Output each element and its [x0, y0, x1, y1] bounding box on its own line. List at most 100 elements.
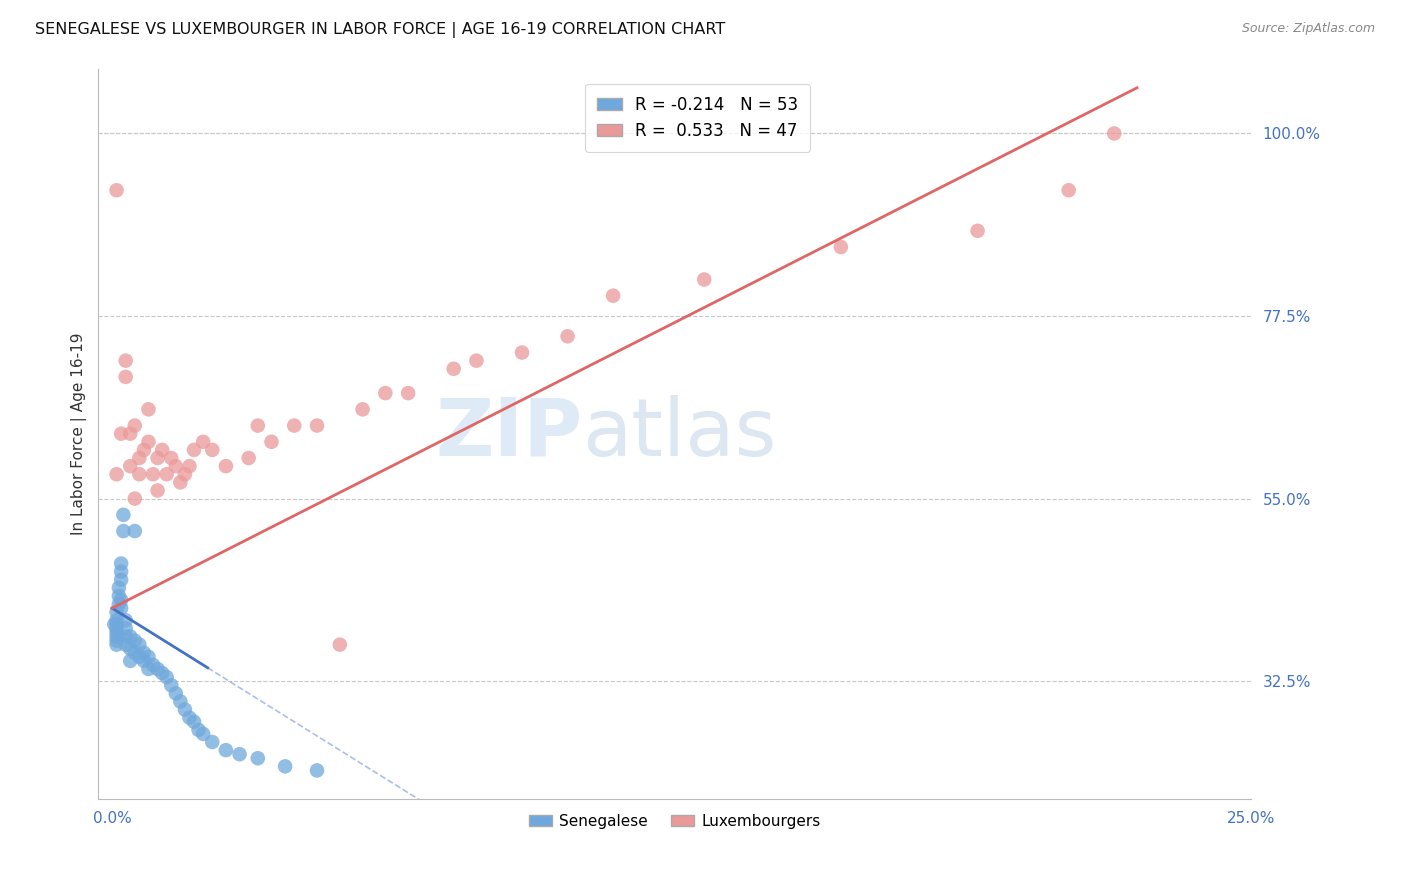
Point: [443, 361, 465, 376]
Point: [105, 605, 128, 619]
Point: [374, 386, 396, 401]
Point: [112, 508, 135, 522]
Point: [160, 450, 183, 465]
Point: [105, 183, 128, 197]
Point: [165, 459, 187, 474]
Point: [138, 402, 160, 417]
Point: [150, 442, 173, 457]
Point: [215, 459, 238, 474]
Point: [128, 649, 150, 664]
Point: [329, 638, 352, 652]
Point: [150, 666, 173, 681]
Point: [191, 434, 214, 449]
Point: [201, 442, 224, 457]
Point: [215, 743, 238, 757]
Point: [352, 402, 374, 417]
Point: [105, 467, 128, 482]
Point: [124, 491, 146, 506]
Point: [138, 662, 160, 676]
Legend: Senegalese, Luxembourgers: Senegalese, Luxembourgers: [523, 808, 827, 835]
Point: [183, 714, 205, 729]
Point: [132, 646, 155, 660]
Point: [602, 289, 624, 303]
Point: [274, 759, 297, 773]
Point: [179, 459, 201, 474]
Point: [246, 418, 269, 433]
Point: [124, 524, 146, 538]
Point: [114, 630, 136, 644]
Point: [110, 557, 132, 571]
Point: [105, 613, 128, 627]
Point: [1102, 127, 1125, 141]
Point: [108, 581, 131, 595]
Point: [169, 694, 191, 708]
Point: [169, 475, 191, 490]
Point: [124, 418, 146, 433]
Text: SENEGALESE VS LUXEMBOURGER IN LABOR FORCE | AGE 16-19 CORRELATION CHART: SENEGALESE VS LUXEMBOURGER IN LABOR FORC…: [35, 22, 725, 38]
Point: [105, 633, 128, 648]
Point: [138, 434, 160, 449]
Point: [146, 483, 169, 498]
Point: [105, 638, 128, 652]
Point: [1057, 183, 1080, 197]
Point: [830, 240, 852, 254]
Point: [228, 747, 250, 762]
Point: [120, 654, 142, 668]
Point: [108, 589, 131, 603]
Point: [283, 418, 305, 433]
Point: [110, 573, 132, 587]
Point: [120, 426, 142, 441]
Point: [128, 467, 150, 482]
Point: [174, 467, 197, 482]
Point: [156, 467, 179, 482]
Point: [510, 345, 533, 359]
Point: [128, 638, 150, 652]
Point: [120, 641, 142, 656]
Point: [183, 442, 205, 457]
Point: [120, 459, 142, 474]
Point: [112, 524, 135, 538]
Point: [142, 657, 165, 672]
Point: [142, 467, 165, 482]
Point: [138, 649, 160, 664]
Point: [132, 442, 155, 457]
Point: [146, 662, 169, 676]
Point: [260, 434, 283, 449]
Point: [110, 601, 132, 615]
Point: [305, 764, 328, 778]
Point: [105, 617, 128, 632]
Point: [246, 751, 269, 765]
Point: [557, 329, 579, 343]
Point: [114, 638, 136, 652]
Point: [105, 625, 128, 640]
Point: [156, 670, 179, 684]
Text: atlas: atlas: [582, 394, 776, 473]
Point: [114, 370, 136, 384]
Point: [114, 613, 136, 627]
Point: [179, 711, 201, 725]
Point: [465, 353, 488, 368]
Point: [110, 565, 132, 579]
Point: [160, 678, 183, 692]
Point: [110, 426, 132, 441]
Point: [238, 450, 260, 465]
Point: [174, 702, 197, 716]
Point: [124, 646, 146, 660]
Point: [693, 272, 716, 286]
Point: [165, 686, 187, 700]
Point: [201, 735, 224, 749]
Point: [114, 622, 136, 636]
Point: [396, 386, 419, 401]
Point: [105, 622, 128, 636]
Point: [124, 633, 146, 648]
Point: [103, 617, 125, 632]
Y-axis label: In Labor Force | Age 16-19: In Labor Force | Age 16-19: [72, 333, 87, 535]
Point: [128, 450, 150, 465]
Text: ZIP: ZIP: [436, 394, 582, 473]
Point: [191, 727, 214, 741]
Point: [110, 593, 132, 607]
Point: [187, 723, 209, 737]
Point: [105, 630, 128, 644]
Point: [132, 654, 155, 668]
Point: [146, 450, 169, 465]
